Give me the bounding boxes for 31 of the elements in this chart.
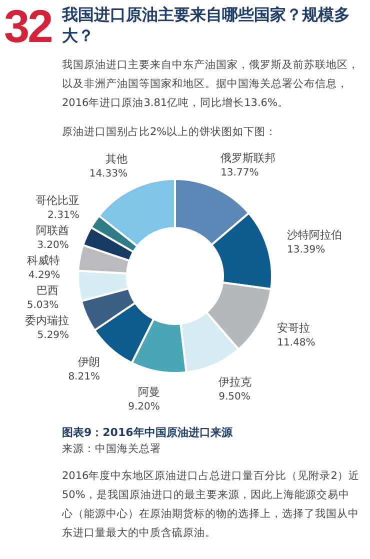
data-label: 3.20% [37,240,69,251]
text: 图表9：2016年中国原油进口来源 [62,425,234,441]
slice-label: 伊拉克 [218,376,252,389]
slice-label: 科威特 [27,254,60,267]
data-label: 5.03% [26,300,59,311]
slice-label: 其他 [105,152,128,166]
text: 我国进口原油主要来自哪些国家？规模多大？ [62,4,351,46]
slice-label: 阿联酋 [36,224,69,237]
source-note: 来源：中国海关总署 [62,442,162,457]
data-label: 2.31% [48,210,80,221]
text: 32 [4,0,52,52]
text: 我国原油进口主要来自中东产油国家，俄罗斯及前苏联地区，以及非洲产油国等国家和地区。据中国海关总署公布信息，2016年进口原油3.81亿吨，同比增长13.6%。 [62,58,360,111]
data-label: 4.29% [28,270,60,281]
data-label: 8.21% [68,372,100,383]
data-label: 9.20% [128,402,160,413]
slice-label: 安哥拉 [277,322,310,335]
text: 2016年度中东地区原油进口占总进口量百分比（见附录2）近50%，是我国原油进口的最主要来源，因此上海能源交易中心（能源中心）在原油期货标的物的选择上，选择了我国从中东进口量最大的中质含硫原油。 [62,469,360,541]
data-label: 13.77% [220,167,259,178]
data-label: 5.29% [37,330,70,342]
data-label: 13.39% [287,244,326,256]
slice-label: 阿曼 [138,386,160,399]
data-label: 14.33% [89,168,128,180]
text: 原油进口国别占比2%以上的饼状图如下图： [62,125,278,140]
slice-label: 伊朗 [78,356,100,369]
slice-label: 俄罗斯联邦 [220,151,276,164]
slice-label: 巴西 [36,284,59,297]
slice-label: 委内瑞拉 [25,314,70,328]
data-label: 9.50% [218,392,250,403]
slice-label: 沙特阿拉伯 [287,228,342,242]
data-label: 11.48% [277,338,316,349]
slice-label: 哥伦比亚 [35,194,80,207]
